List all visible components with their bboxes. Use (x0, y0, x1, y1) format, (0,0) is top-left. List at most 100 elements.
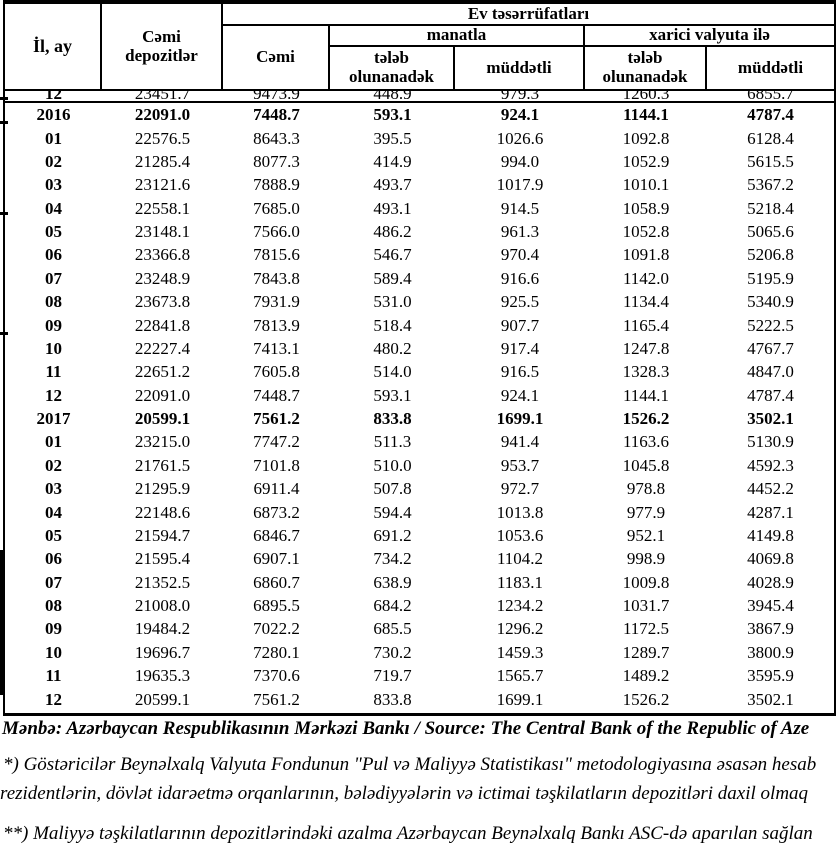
row-foreign-term-cell: 3867.9 (747, 619, 794, 639)
source-line: Mənbə: Azərbaycan Respublikasının Mərkəz… (2, 718, 810, 739)
table-row: 04 22558.1 7685.0 493.1 914.5 1058.9 521… (5, 197, 834, 220)
row-manat-demand-cell: 514.0 (373, 362, 412, 382)
row-total-deposits-cell: 21295.9 (134, 479, 191, 499)
row-households-total-cell: 7448.7 (253, 105, 300, 125)
header-foreign-term: müddətli (737, 57, 804, 77)
row-households-total-cell: 7685.0 (253, 198, 300, 218)
row-foreign-demand-cell: 1010.1 (622, 175, 670, 195)
row-households-total-cell: 7566.0 (253, 222, 300, 242)
table-row: 10 19696.7 7280.1 730.2 1459.3 1289.7 38… (5, 641, 834, 664)
row-total-deposits-cell: 22091.0 (134, 105, 191, 125)
row-manat-term-cell: 907.7 (500, 315, 540, 335)
row-foreign-term-cell: 3502.1 (747, 689, 794, 709)
row-manat-term-cell: 1053.6 (496, 525, 544, 545)
row-manat-term-cell: 1699.1 (496, 409, 544, 429)
row-manat-term-cell: 1104.2 (496, 549, 544, 569)
row-foreign-demand-cell: 1052.9 (622, 151, 670, 171)
table-row: 12 20599.1 7561.2 833.8 1699.1 1526.2 35… (5, 687, 834, 710)
row-month-cell: 03 (45, 479, 62, 499)
row-foreign-demand-cell: 1260.3 (622, 91, 670, 103)
row-total-deposits-cell: 23451.7 (134, 91, 191, 103)
row-foreign-term-cell: 5206.8 (747, 245, 794, 265)
row-month-cell: 05 (45, 525, 62, 545)
table-row: 2016 22091.0 7448.7 593.1 924.1 1144.1 4… (5, 103, 834, 126)
row-foreign-demand-cell: 1526.2 (622, 689, 670, 709)
row-month-cell: 10 (45, 642, 62, 662)
row-manat-term-cell: 970.4 (500, 245, 540, 265)
left-tick-mark (0, 212, 8, 215)
header-households-group: Ev təsərrüfatları (223, 4, 834, 26)
row-total-deposits-cell: 19635.3 (134, 666, 191, 686)
row-foreign-demand-cell: 1092.8 (622, 128, 670, 148)
row-foreign-term-cell: 4028.9 (747, 572, 794, 592)
row-foreign-demand-cell: 1172.5 (622, 619, 670, 639)
row-manat-term-cell: 979.3 (500, 91, 540, 103)
row-foreign-demand-cell: 1247.8 (622, 338, 670, 358)
row-manat-demand-cell: 510.0 (373, 455, 412, 475)
row-manat-demand-cell: 448.9 (373, 91, 412, 103)
row-month-cell: 03 (45, 175, 62, 195)
row-manat-demand-cell: 511.3 (373, 432, 412, 452)
row-manat-term-cell: 917.4 (500, 338, 540, 358)
row-manat-term-cell: 916.6 (500, 268, 540, 288)
row-manat-term-cell: 972.7 (500, 479, 540, 499)
row-foreign-term-cell: 4287.1 (747, 502, 794, 522)
header-year-month: İl, ay (5, 4, 102, 89)
left-tick-mark (0, 97, 8, 100)
row-month-cell: 09 (45, 619, 62, 639)
row-households-total-cell: 7413.1 (253, 338, 300, 358)
row-households-total-cell: 7370.6 (253, 666, 300, 686)
row-total-deposits-cell: 22651.2 (134, 362, 191, 382)
row-foreign-term-cell: 5340.9 (747, 292, 794, 312)
row-manat-demand-cell: 486.2 (373, 222, 412, 242)
row-foreign-term-cell: 4149.8 (747, 525, 794, 545)
row-manat-term-cell: 961.3 (500, 222, 540, 242)
row-month-cell: 05 (45, 222, 62, 242)
row-foreign-demand-cell: 1009.8 (622, 572, 670, 592)
row-manat-term-cell: 1699.1 (496, 689, 544, 709)
row-foreign-term-cell: 3800.9 (747, 642, 794, 662)
row-month-cell: 2017 (36, 409, 71, 429)
row-month-cell: 07 (45, 268, 62, 288)
row-total-deposits-cell: 20599.1 (134, 689, 191, 709)
row-manat-term-cell: 1234.2 (496, 596, 544, 616)
row-foreign-demand-cell: 1526.2 (622, 409, 670, 429)
deposits-table: İl, ay Cəmi depozitlər Ev təsərrüfatları… (3, 0, 836, 716)
footnote-2: **) Maliyyə təşkilatlarının depozitlərin… (3, 823, 813, 844)
row-foreign-term-cell: 4452.2 (747, 479, 794, 499)
table-row: 02 21285.4 8077.3 414.9 994.0 1052.9 561… (5, 150, 834, 173)
row-households-total-cell: 6846.7 (253, 525, 300, 545)
row-month-cell: 12 (45, 385, 62, 405)
row-total-deposits-cell: 22091.0 (134, 385, 191, 405)
table-row: 08 21008.0 6895.5 684.2 1234.2 1031.7 39… (5, 594, 834, 617)
row-households-total-cell: 6895.5 (253, 596, 300, 616)
row-month-cell: 09 (45, 315, 62, 335)
row-total-deposits-cell: 21594.7 (134, 525, 191, 545)
row-manat-demand-cell: 833.8 (373, 689, 412, 709)
table-row: 12 23451.7 9473.9 448.9 979.3 1260.3 685… (5, 91, 834, 103)
row-total-deposits-cell: 23148.1 (134, 222, 191, 242)
table-row: 12 22091.0 7448.7 593.1 924.1 1144.1 478… (5, 384, 834, 407)
table-row: 08 23673.8 7931.9 531.0 925.5 1134.4 534… (5, 290, 834, 313)
row-manat-demand-cell: 589.4 (373, 268, 412, 288)
row-households-total-cell: 6873.2 (253, 502, 300, 522)
table-row: 02 21761.5 7101.8 510.0 953.7 1045.8 459… (5, 454, 834, 477)
row-month-cell: 04 (45, 502, 62, 522)
table-row: 2017 20599.1 7561.2 833.8 1699.1 1526.2 … (5, 407, 834, 430)
left-tick-mark (0, 332, 8, 335)
table-row: 11 19635.3 7370.6 719.7 1565.7 1489.2 35… (5, 664, 834, 687)
row-households-total-cell: 6907.1 (253, 549, 300, 569)
row-foreign-demand-cell: 978.8 (626, 479, 666, 499)
row-foreign-term-cell: 3502.1 (747, 409, 794, 429)
row-total-deposits-cell: 21285.4 (134, 151, 191, 171)
row-households-total-cell: 8077.3 (253, 151, 300, 171)
row-manat-term-cell: 1565.7 (496, 666, 544, 686)
row-households-total-cell: 7747.2 (253, 432, 300, 452)
row-manat-term-cell: 1296.2 (496, 619, 544, 639)
row-households-total-cell: 6911.4 (253, 479, 300, 499)
row-households-total-cell: 7022.2 (253, 619, 300, 639)
row-month-cell: 04 (45, 198, 62, 218)
row-month-cell: 02 (45, 151, 62, 171)
row-month-cell: 02 (45, 455, 62, 475)
row-manat-term-cell: 1017.9 (496, 175, 544, 195)
